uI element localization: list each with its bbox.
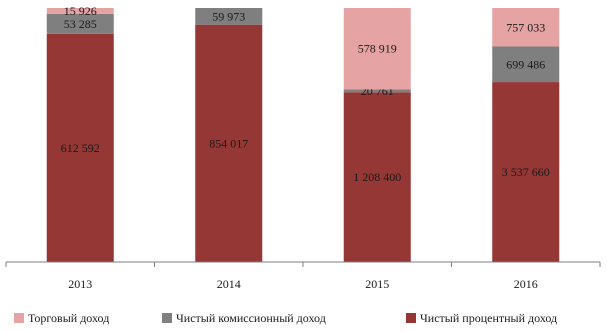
legend-label-2: Торговый доход: [28, 311, 109, 325]
data-label-2015-s2: 578 919: [358, 42, 397, 56]
data-label-2013-s2: 15 926: [64, 4, 97, 18]
bar-segment-2014-s1: [195, 8, 263, 25]
data-label-2013-s1: 53 285: [64, 17, 97, 31]
bar-segment-2015-s0: [343, 92, 411, 263]
x-tick-label-2015: 2015: [365, 277, 389, 291]
data-label-2016-s2: 757 033: [506, 20, 545, 34]
data-label-2013-s0: 612 592: [61, 141, 100, 155]
legend-label-1: Чистый комиссионный доход: [176, 311, 326, 325]
legend-swatch-2: [14, 313, 24, 323]
legend-label-0: Чистый процентный доход: [420, 311, 557, 325]
bar-segment-2013-s2: [46, 8, 114, 14]
bar-segment-2013-s1: [46, 13, 114, 34]
data-label-2016-s0: 3 537 660: [502, 165, 550, 179]
x-tick-label-2014: 2014: [217, 277, 241, 291]
data-label-2014-s0: 854 017: [209, 136, 248, 150]
data-label-2014-s1: 59 973: [212, 9, 245, 23]
data-label-2016-s1: 699 486: [506, 57, 545, 71]
legend-swatch-0: [406, 313, 416, 323]
x-tick-label-2013: 2013: [68, 277, 92, 291]
bar-segment-2014-s0: [195, 24, 263, 262]
x-tick-label-2016: 2016: [514, 277, 538, 291]
bar-segment-2015-s2: [343, 8, 411, 90]
legend-swatch-1: [162, 313, 172, 323]
bar-segment-2013-s0: [46, 33, 114, 262]
bar-segment-2015-s1: [343, 89, 411, 93]
data-label-2015-s0: 1 208 400: [353, 170, 401, 184]
bar-segment-2016-s1: [492, 46, 560, 83]
bar-segment-2016-s2: [492, 8, 560, 47]
bar-segment-2016-s0: [492, 82, 560, 262]
